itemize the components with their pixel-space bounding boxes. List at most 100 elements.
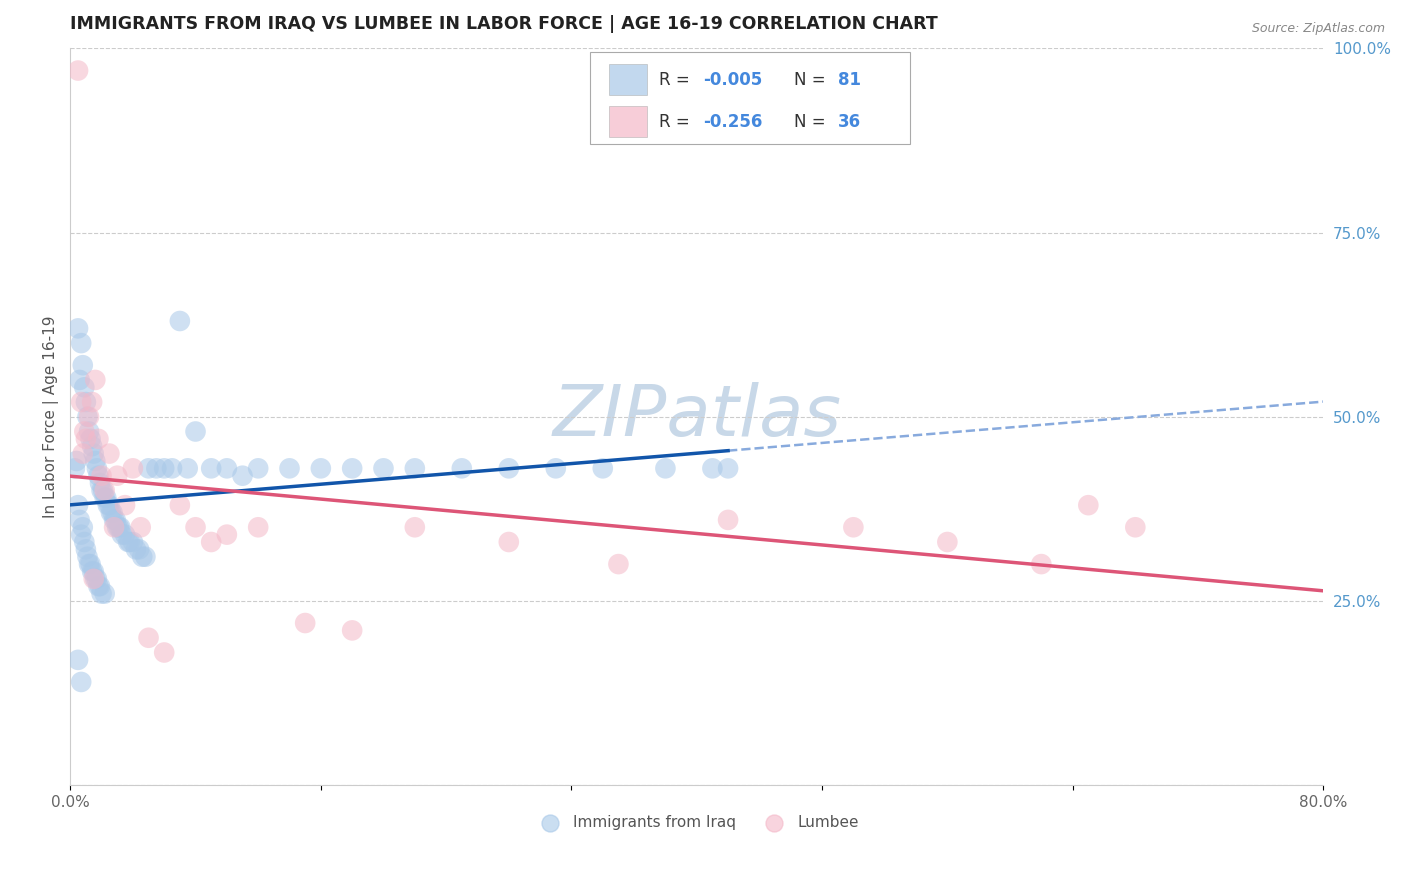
Point: [138, 461, 160, 475]
Point: [67, 653, 90, 667]
Point: [110, 520, 132, 534]
FancyBboxPatch shape: [591, 52, 910, 145]
Point: [122, 461, 145, 475]
Point: [340, 624, 363, 638]
Point: [77, 409, 100, 424]
Point: [1077, 498, 1099, 512]
Point: [105, 520, 128, 534]
Point: [544, 461, 567, 475]
Point: [450, 461, 472, 475]
Text: R =: R =: [659, 113, 695, 131]
Point: [105, 468, 128, 483]
Point: [75, 542, 97, 557]
Point: [129, 520, 152, 534]
Point: [90, 468, 112, 483]
Point: [842, 520, 865, 534]
Point: [404, 520, 426, 534]
Point: [90, 483, 112, 498]
Point: [76, 549, 98, 564]
Point: [75, 432, 97, 446]
Text: ZIPatlas: ZIPatlas: [553, 383, 841, 451]
Point: [278, 461, 301, 475]
Point: [82, 439, 104, 453]
Point: [498, 461, 520, 475]
Point: [702, 461, 724, 475]
Point: [936, 535, 959, 549]
Point: [87, 432, 110, 446]
Point: [200, 535, 222, 549]
Point: [592, 461, 614, 475]
Point: [200, 461, 222, 475]
Point: [104, 513, 127, 527]
Point: [76, 409, 98, 424]
Point: [91, 483, 114, 498]
Point: [340, 461, 363, 475]
Point: [169, 498, 191, 512]
Point: [90, 586, 112, 600]
Point: [84, 572, 107, 586]
Point: [70, 675, 93, 690]
Point: [247, 520, 270, 534]
Point: [128, 542, 150, 557]
Point: [231, 468, 253, 483]
Point: [404, 461, 426, 475]
Point: [77, 425, 100, 439]
Point: [83, 565, 105, 579]
Point: [114, 527, 136, 541]
Point: [89, 476, 111, 491]
Point: [93, 491, 115, 505]
Point: [145, 461, 167, 475]
Point: [100, 506, 122, 520]
Point: [75, 395, 97, 409]
Point: [73, 380, 96, 394]
Point: [1123, 520, 1146, 534]
Point: [67, 498, 90, 512]
Point: [73, 425, 96, 439]
Point: [131, 549, 153, 564]
Point: [177, 461, 200, 475]
Point: [160, 461, 183, 475]
Point: [79, 432, 101, 446]
Point: [86, 461, 108, 475]
Point: [70, 395, 93, 409]
Point: [184, 425, 207, 439]
Point: [153, 461, 176, 475]
Text: IMMIGRANTS FROM IRAQ VS LUMBEE IN LABOR FORCE | AGE 16-19 CORRELATION CHART: IMMIGRANTS FROM IRAQ VS LUMBEE IN LABOR …: [70, 15, 938, 33]
Point: [98, 447, 121, 461]
Point: [103, 520, 125, 534]
Point: [215, 527, 238, 541]
Point: [125, 542, 148, 557]
Point: [111, 527, 134, 541]
Point: [717, 461, 740, 475]
Point: [122, 535, 145, 549]
Point: [373, 461, 395, 475]
Point: [134, 549, 156, 564]
Point: [607, 557, 630, 571]
Point: [87, 468, 110, 483]
Bar: [609, 64, 647, 95]
Text: N =: N =: [794, 70, 831, 88]
Point: [69, 513, 91, 527]
Point: [84, 454, 107, 468]
Point: [498, 535, 520, 549]
Point: [153, 645, 176, 659]
Point: [118, 535, 141, 549]
Point: [215, 461, 238, 475]
Legend: Immigrants from Iraq, Lumbee: Immigrants from Iraq, Lumbee: [529, 809, 865, 837]
Text: 36: 36: [838, 113, 862, 131]
Point: [93, 586, 115, 600]
Point: [247, 461, 270, 475]
Point: [69, 373, 91, 387]
Point: [114, 498, 136, 512]
Text: Source: ZipAtlas.com: Source: ZipAtlas.com: [1251, 22, 1385, 36]
Point: [77, 557, 100, 571]
Point: [717, 513, 740, 527]
Bar: [609, 106, 647, 137]
Point: [72, 358, 94, 372]
Point: [79, 557, 101, 571]
Point: [83, 572, 105, 586]
Text: N =: N =: [794, 113, 831, 131]
Point: [82, 395, 104, 409]
Point: [117, 535, 139, 549]
Point: [169, 314, 191, 328]
